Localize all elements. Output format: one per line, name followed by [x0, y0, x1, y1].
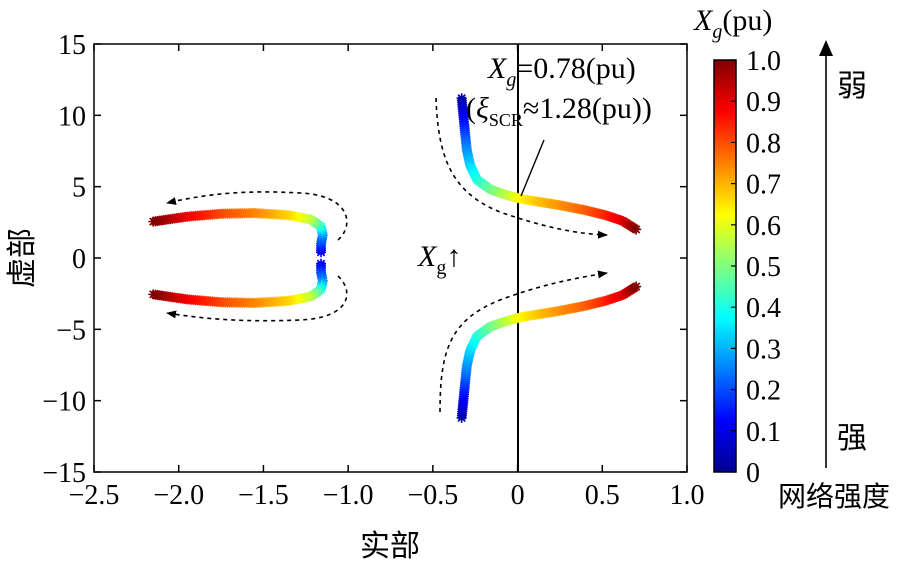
arrow-right-upper [435, 97, 608, 239]
colorbar-tick-label: 0.8 [746, 128, 781, 159]
colorbar-title-main: X [693, 4, 714, 37]
colorbar-tick-label: 0.9 [746, 87, 781, 118]
x-tick-label: −2.0 [153, 480, 204, 511]
colorbar-tick-label: 0.7 [746, 170, 781, 201]
x-tick-label: −0.5 [407, 480, 458, 511]
x-tick-label: −1.5 [238, 480, 289, 511]
y-tick-label: 15 [58, 30, 86, 61]
scr-text: ≈1.28(pu)) [523, 92, 652, 125]
arrow-left-upper [166, 191, 348, 241]
y-tick-label: 0 [72, 244, 86, 275]
locus-point [631, 224, 642, 235]
colorbar-tick-label: 1.0 [746, 46, 781, 77]
locus-points [148, 93, 642, 423]
trajectory-arrows [166, 97, 608, 413]
x-tick-label: 0.5 [585, 480, 620, 511]
strength-arrow-head [819, 40, 833, 56]
grid-strength-label: 网络强度 [778, 481, 890, 513]
y-tick-label: 10 [58, 101, 86, 132]
locus-branch-right-lower [456, 281, 642, 423]
locus-point [148, 216, 159, 227]
x-tick-label: 1.0 [670, 480, 705, 511]
arrow-right-lower [439, 270, 608, 413]
xg-value-text: =0.78(pu) [516, 52, 635, 85]
scr-sub: SCR [489, 110, 523, 130]
y-tick-label: −15 [42, 458, 86, 489]
colorbar-title-sub: g [712, 21, 722, 43]
colorbar-tick-label: 0.2 [746, 376, 781, 407]
xg-value-main: X [487, 52, 508, 85]
scr-open: ( [466, 92, 476, 125]
y-tick-labels: 15 10 5 0 −5 −10 −15 [42, 30, 86, 489]
xg-increase-annotation: Xg↑ [417, 240, 461, 279]
x-tick-labels: −2.5 −2.0 −1.5 −1.0 −0.5 0 0.5 1.0 [69, 480, 705, 511]
colorbar-tick-label: 0 [746, 458, 760, 489]
x-tick-label: −2.5 [69, 480, 120, 511]
x-tick-label: 0 [511, 480, 525, 511]
locus-branch-right-upper [456, 93, 642, 235]
xg-arrow-symbol: ↑ [446, 240, 461, 273]
y-tick-label: −10 [42, 387, 86, 418]
annotation-leader-line [520, 139, 545, 197]
locus-point [148, 289, 159, 300]
colorbar-tick-label: 0.1 [746, 417, 781, 448]
scr-xi: ξ [476, 92, 489, 125]
locus-point [631, 281, 642, 292]
arrow-left-lower [166, 275, 348, 322]
colorbar-tick-label: 0.4 [746, 293, 781, 324]
weak-label: 弱 [837, 70, 867, 103]
colorbar-tick-label: 0.3 [746, 334, 781, 365]
xg-arrow-sub: g [436, 257, 446, 279]
xg-arrow-main: X [417, 240, 438, 273]
xg-value-sub: g [506, 69, 516, 91]
scr-annotation: (ξSCR≈1.28(pu)) [466, 92, 652, 130]
x-tick-label: −1.0 [323, 480, 374, 511]
y-tick-label: −5 [56, 315, 86, 346]
y-axis-label: 虚部 [6, 228, 39, 288]
locus-branch-left-upper [148, 208, 328, 258]
y-tick-label: 5 [72, 173, 86, 204]
x-axis-label: 实部 [360, 530, 420, 561]
colorbar-title-unit: (pu) [722, 4, 772, 37]
locus-branch-left-lower [148, 258, 328, 308]
colorbar-title: Xg(pu) [693, 4, 772, 43]
axis-ticks [93, 43, 688, 473]
strong-label: 强 [837, 422, 867, 455]
colorbar-ticks: 1.0 0.9 0.8 0.7 0.6 0.5 0.4 0.3 0.2 0.1 0 [731, 46, 781, 489]
colorbar-tick-label: 0.6 [746, 211, 781, 242]
colorbar-tick-label: 0.5 [746, 252, 781, 283]
xg-value-annotation: Xg=0.78(pu) [487, 52, 636, 91]
